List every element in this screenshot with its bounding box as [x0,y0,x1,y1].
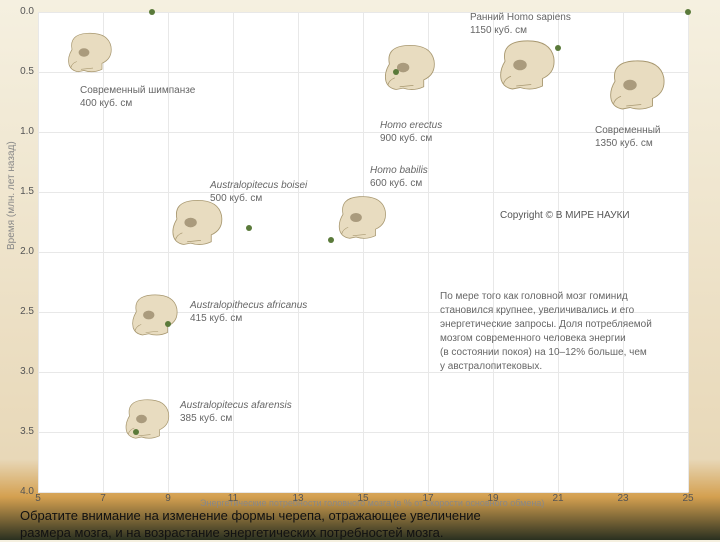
species-volume: 500 куб. см [210,193,307,206]
data-point [685,9,691,15]
x-tick: 25 [678,493,698,504]
species-volume: 415 куб. см [190,313,307,326]
species-label: Homo babilis600 куб. см [370,165,428,190]
species-volume: 600 куб. см [370,178,428,191]
species-name: Australopitecus afarensis [180,400,292,413]
x-gridline [38,12,39,492]
x-tick: 23 [613,493,633,504]
data-point [328,237,334,243]
data-point [246,225,252,231]
x-tick: 15 [353,493,373,504]
data-point [555,45,561,51]
y-tick: 0.5 [14,66,34,77]
species-label: Australopithecus africanus415 куб. см [190,300,307,325]
skull-icon [115,395,180,443]
y-tick: 1.5 [14,186,34,197]
species-volume: 1150 куб. см [470,25,571,38]
x-tick: 13 [288,493,308,504]
species-volume: 400 куб. см [80,98,195,111]
y-tick: 1.0 [14,126,34,137]
x-gridline [103,12,104,492]
x-tick: 19 [483,493,503,504]
skull-icon [330,190,395,245]
side-note: По мере того как головной мозг гоминид с… [440,290,652,374]
skull-icon [60,25,120,80]
species-label: Современный1350 куб. см [595,125,660,150]
x-tick: 17 [418,493,438,504]
skull-icon [600,55,675,115]
y-tick: 3.0 [14,366,34,377]
y-tick: 3.5 [14,426,34,437]
species-name: Homo babilis [370,165,428,178]
species-label: Australopitecus boisei500 куб. см [210,180,307,205]
species-name: Australopitecus boisei [210,180,307,193]
species-name: Homo erectus [380,120,442,133]
x-tick: 9 [158,493,178,504]
x-gridline [363,12,364,492]
x-tick: 7 [93,493,113,504]
species-volume: 385 куб. см [180,413,292,426]
data-point [165,321,171,327]
x-gridline [298,12,299,492]
x-gridline [688,12,689,492]
x-tick: 11 [223,493,243,504]
species-name: Ранний Homo sapiens [470,12,571,25]
data-point [133,429,139,435]
species-name: Современный шимпанзе [80,85,195,98]
species-label: Australopitecus afarensis385 куб. см [180,400,292,425]
species-name: Современный [595,125,660,138]
x-tick: 5 [28,493,48,504]
data-point [393,69,399,75]
y-tick: 0.0 [14,6,34,17]
skull-icon [490,35,565,95]
data-point [149,9,155,15]
skull-icon [375,40,445,95]
y-tick: 2.5 [14,306,34,317]
y-tick: 2.0 [14,246,34,257]
species-label: Ранний Homo sapiens1150 куб. см [470,12,571,37]
skull-icon [120,290,190,340]
x-tick: 21 [548,493,568,504]
species-label: Homo erectus900 куб. см [380,120,442,145]
species-label: Современный шимпанзе400 куб. см [80,85,195,110]
species-volume: 900 куб. см [380,133,442,146]
copyright-text: Copyright © В МИРЕ НАУКИ [500,210,630,221]
species-name: Australopithecus africanus [190,300,307,313]
caption: Обратите внимание на изменение формы чер… [20,508,700,542]
species-volume: 1350 куб. см [595,138,660,151]
